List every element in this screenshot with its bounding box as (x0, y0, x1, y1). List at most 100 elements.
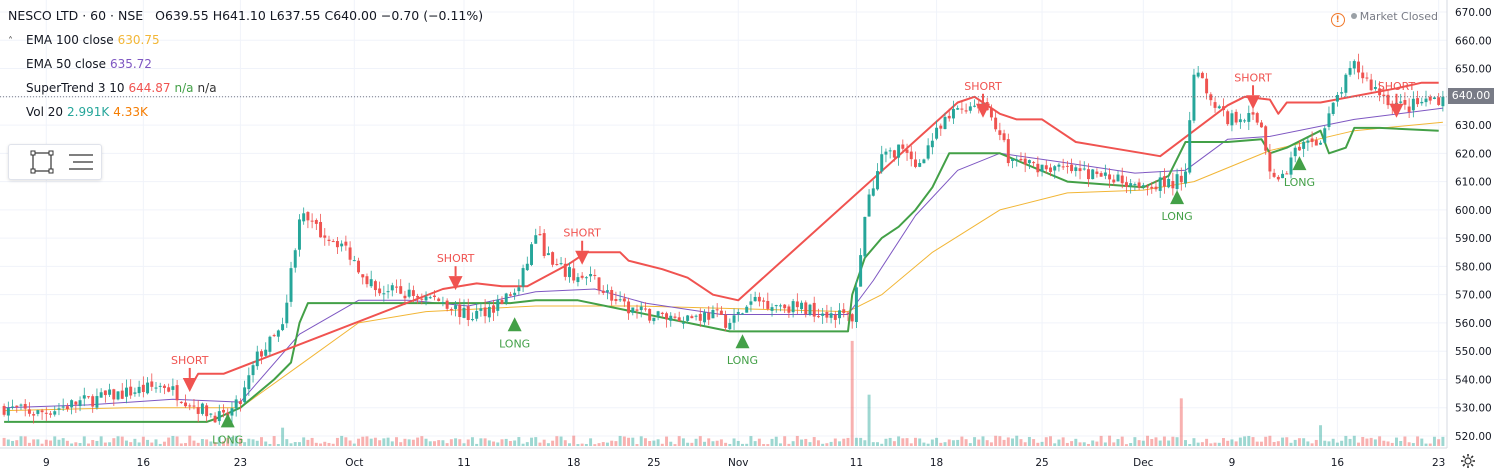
gear-icon[interactable] (1460, 453, 1476, 469)
volume-bar (1091, 440, 1095, 446)
candle-body (500, 299, 504, 304)
candle-body (420, 298, 424, 300)
volume-bar (1268, 435, 1272, 446)
candle-body (150, 381, 154, 387)
candle-body (513, 292, 517, 296)
candle-body (854, 287, 858, 323)
candle-body (521, 268, 525, 287)
candle-body (1361, 72, 1365, 79)
candle-body (1437, 97, 1441, 105)
long-arrow (1170, 190, 1185, 205)
candle-body (1124, 182, 1128, 187)
volume-bar (994, 435, 998, 446)
candle-body (285, 302, 289, 324)
candle-body (867, 194, 871, 217)
time-tick-label: 9 (43, 457, 50, 469)
volume-bar (905, 438, 909, 446)
volume-bar (778, 443, 782, 446)
candle-body (1255, 113, 1259, 123)
candle-body (154, 387, 158, 389)
candle-body (914, 159, 917, 167)
candle-body (749, 301, 753, 305)
candle-body (1272, 172, 1276, 177)
candle-body (1411, 98, 1415, 111)
candle-body (1141, 185, 1145, 187)
candle-body (260, 351, 263, 357)
volume-bar (842, 438, 846, 446)
candle-body (1065, 165, 1069, 167)
volume-bar (1200, 442, 1204, 446)
object-tree-icon[interactable] (69, 154, 93, 170)
candle-body (656, 311, 660, 317)
volume-bar (635, 444, 639, 446)
candle-body (449, 309, 453, 311)
volume-bar (449, 439, 453, 446)
volume-bar (534, 437, 538, 446)
candle-body (1158, 177, 1162, 191)
volume-bar (95, 440, 99, 446)
candle-body (770, 307, 774, 311)
candle-body (1032, 162, 1036, 164)
candle-body (576, 277, 580, 283)
select-rectangle-icon[interactable] (30, 150, 54, 174)
price-tick-label: 550.00 (1455, 346, 1492, 358)
volume-bar (656, 439, 660, 446)
candle-body (939, 125, 943, 129)
volume-bar (340, 435, 344, 446)
indicator-volume[interactable]: Vol 20 2.991K 4.33K (8, 102, 483, 126)
volume-bar (1352, 435, 1356, 446)
candle-body (593, 274, 597, 276)
volume-bar (196, 442, 200, 446)
candle-body (1078, 168, 1082, 172)
indicator-ema100[interactable]: ˄ EMA 100 close 630.75 (8, 30, 483, 54)
volume-bar (681, 438, 685, 446)
candle-body (171, 386, 175, 390)
volume-bar (411, 439, 415, 446)
volume-bar (880, 443, 884, 446)
time-axis[interactable]: 9 16 23 Oct 11 18 25 Nov 11 18 25 Dec 9 16 23 (0, 447, 1447, 469)
volume-bar (859, 437, 863, 446)
volume-bar (428, 441, 432, 446)
volume-bar (1276, 441, 1280, 446)
volume-bar (1327, 441, 1331, 446)
volume-bar (15, 440, 19, 446)
time-tick-label: 23 (1432, 457, 1445, 469)
volume-bar (378, 440, 382, 446)
volume-bar (1015, 435, 1019, 446)
symbol-title[interactable]: NESCO LTD · 60 · NSE (8, 8, 144, 23)
candle-body (382, 293, 386, 295)
time-tick-label: 18 (930, 457, 943, 469)
candle-body (998, 130, 1002, 135)
market-status[interactable]: ! Market Closed (1330, 10, 1438, 27)
indicator-name: Vol 20 (26, 105, 64, 119)
candle-body (677, 317, 681, 322)
candle-body (1040, 164, 1044, 172)
volume-bar (1378, 436, 1382, 446)
indicator-supertrend[interactable]: SuperTrend 3 10 644.87 n/a n/a (8, 78, 483, 102)
volume-bar (1162, 436, 1166, 446)
candle-body (344, 241, 348, 246)
candle-body (281, 324, 285, 331)
candle-body (1327, 113, 1331, 127)
candle-body (1319, 142, 1323, 145)
volume-bar (825, 443, 829, 446)
volume-bar (234, 435, 238, 446)
candle-body (610, 290, 614, 301)
volume-bar (1323, 440, 1327, 446)
volume-bar (508, 441, 512, 446)
volume-bar (947, 439, 951, 446)
volume-bar (1205, 438, 1209, 446)
candle-body (719, 310, 723, 315)
candle-body (829, 313, 833, 318)
signal-markers: SHORT LONG SHORT LONG SHORT LONG SHORT LONG SHOR… (171, 71, 1415, 446)
volume-bar (1306, 441, 1310, 446)
volume-bar (964, 439, 968, 446)
volume-bar (99, 436, 103, 446)
candle-body (1184, 171, 1187, 184)
collapse-icon[interactable]: ˄ (8, 36, 13, 47)
candle-body (441, 302, 445, 304)
price-axis[interactable]: 670.00 660.00 650.00 630.00 620.00 610.00 600.… (1446, 0, 1492, 448)
candle-body (146, 382, 150, 394)
indicator-ema50[interactable]: EMA 50 close 635.72 (8, 54, 483, 78)
